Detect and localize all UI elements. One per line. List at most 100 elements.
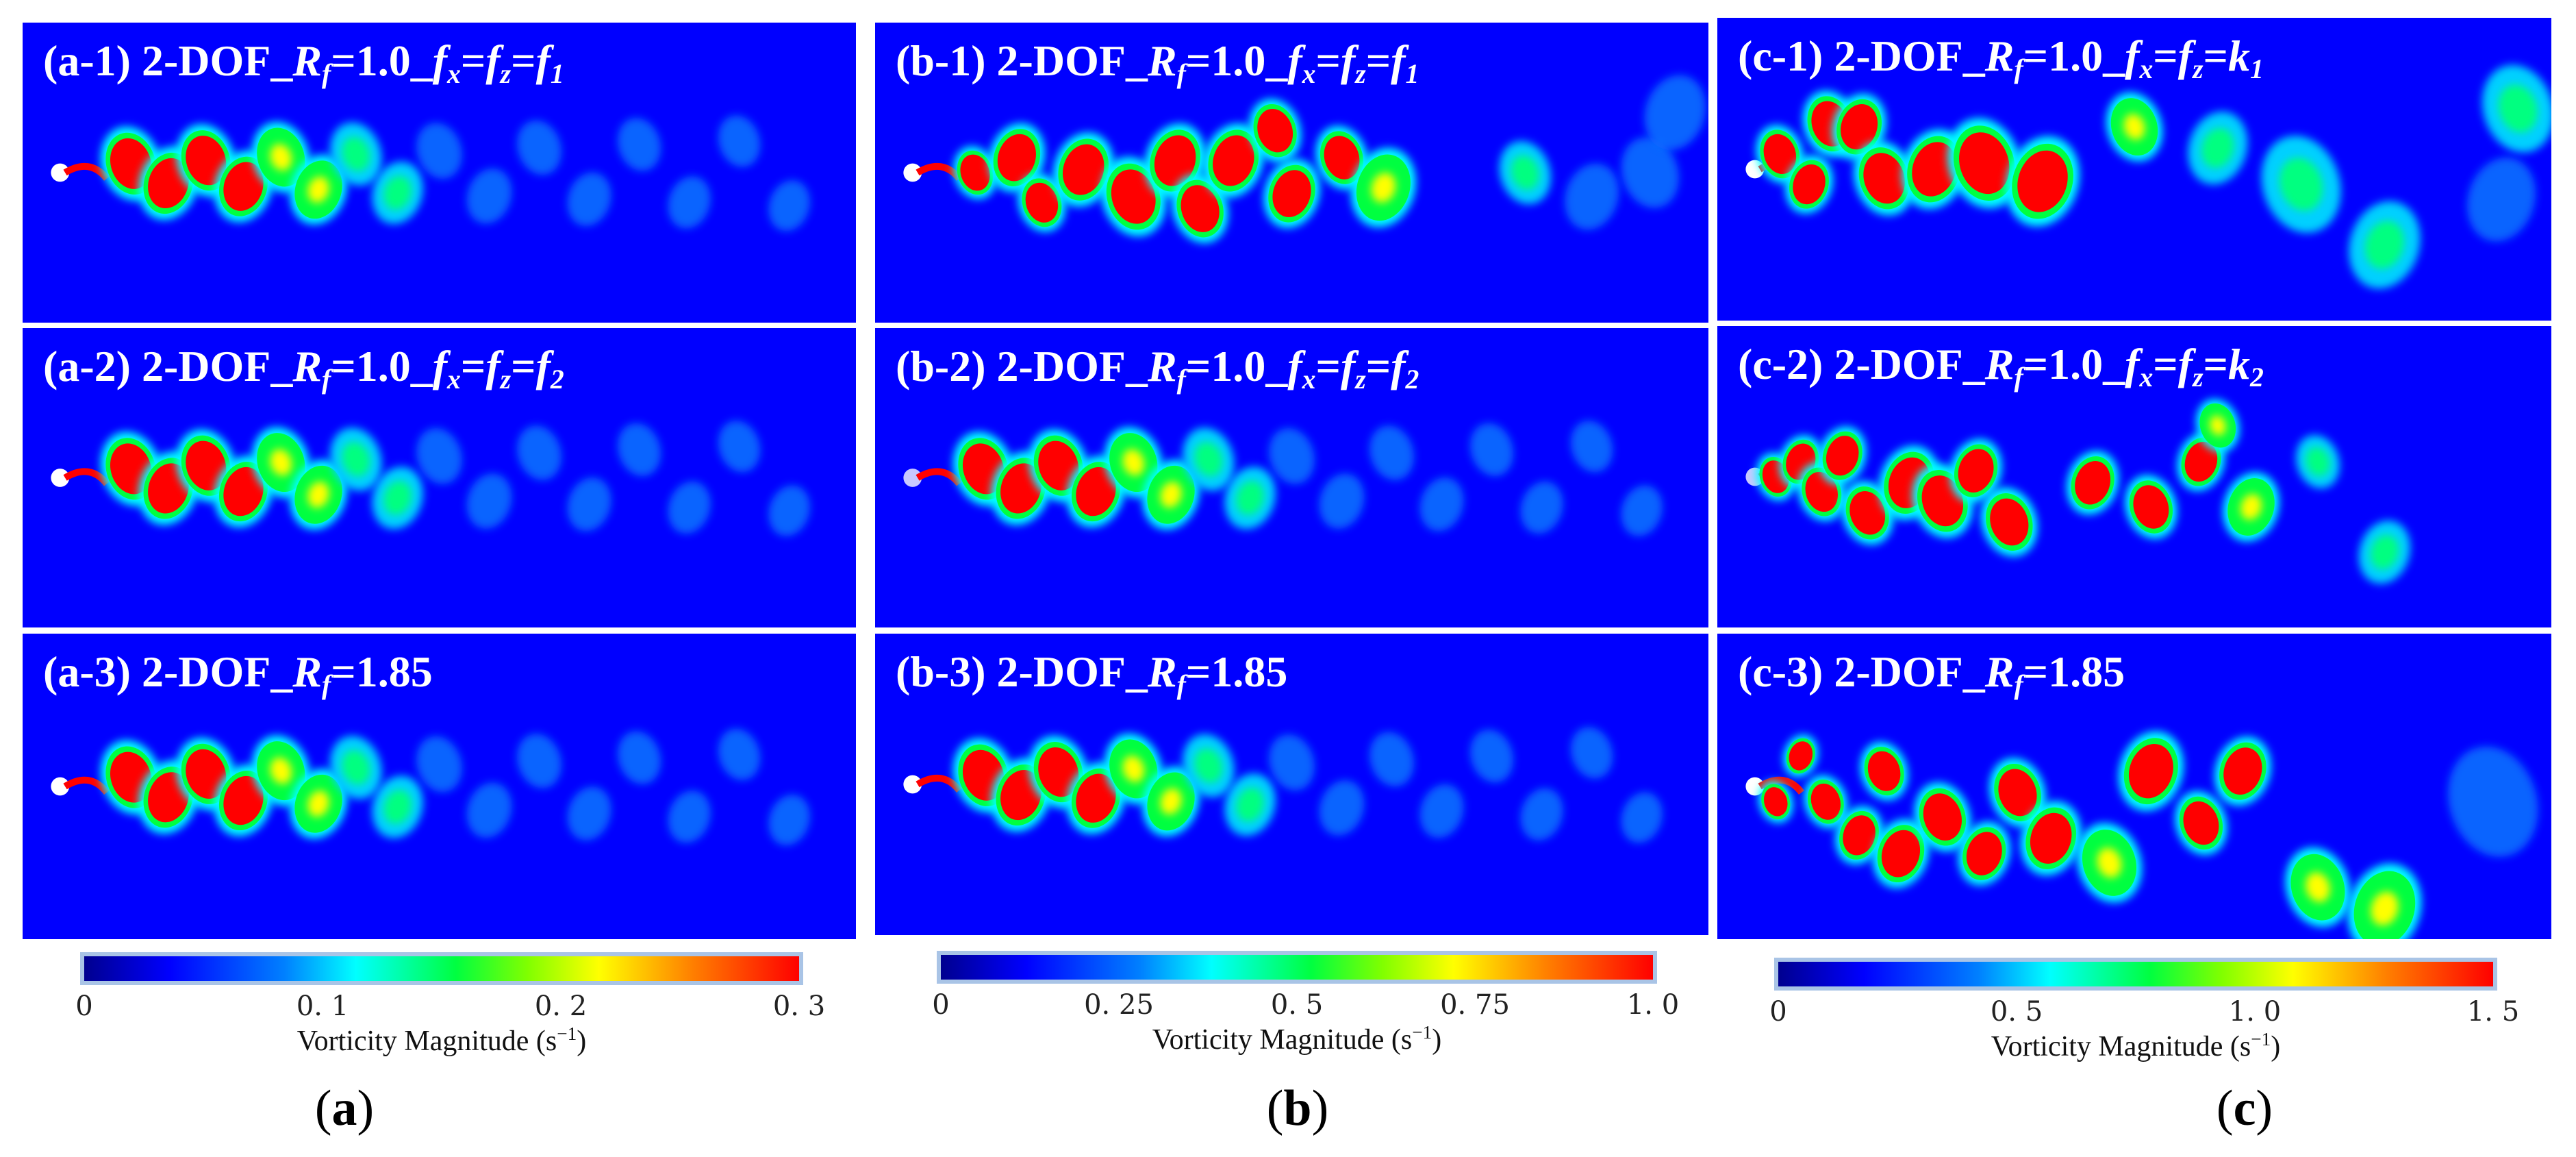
vortex bbox=[1621, 485, 1663, 536]
subfigure-label-c: (c) bbox=[2216, 1080, 2273, 1136]
vortex bbox=[1018, 173, 1066, 232]
vortex bbox=[567, 786, 611, 841]
vortex bbox=[1183, 734, 1235, 797]
vortex bbox=[2125, 475, 2177, 539]
equals: = bbox=[511, 36, 536, 85]
panel-c-1-flow bbox=[1745, 64, 2551, 289]
colorbar-b-tick-label: 1. 0 bbox=[1626, 989, 1680, 1021]
vortex bbox=[1469, 423, 1514, 477]
vortex bbox=[1981, 487, 2038, 557]
param-symbol: R bbox=[1984, 340, 2015, 388]
panel-label: 2-DOF_ bbox=[141, 647, 293, 696]
param-symbol: R bbox=[1984, 32, 2015, 80]
vortex bbox=[2020, 801, 2082, 876]
colorbar-c-bar bbox=[1774, 958, 2497, 991]
vortex bbox=[1958, 821, 2010, 886]
vortex bbox=[2296, 434, 2340, 489]
subfigure-label-a: (a) bbox=[314, 1080, 375, 1136]
vortex bbox=[1758, 780, 1793, 823]
vortex bbox=[1520, 788, 1563, 841]
vortex bbox=[2482, 64, 2551, 153]
param-value: =1.0_ bbox=[1185, 342, 1288, 390]
colorbar-b-title: Vorticity Magnitude (s−1) bbox=[1152, 1022, 1442, 1056]
freq-symbol: k bbox=[2227, 32, 2250, 80]
vortex bbox=[2285, 847, 2351, 928]
panel-c-2: (c-2) 2-DOF_Rf=1.0_fx=fz=k2 bbox=[1717, 326, 2551, 627]
vortex bbox=[466, 782, 512, 838]
freq-subscript: 1 bbox=[1405, 59, 1419, 90]
vortex bbox=[372, 775, 423, 838]
panel-b-2-title: (b-2) 2-DOF_Rf=1.0_fx=fz=f2 bbox=[896, 340, 1419, 397]
vortex bbox=[2106, 92, 2163, 162]
vortex bbox=[1100, 157, 1166, 237]
vortex bbox=[617, 423, 661, 477]
vortex bbox=[416, 427, 462, 484]
vortex bbox=[1949, 438, 2002, 503]
vortex bbox=[718, 421, 761, 473]
colorbar-a-tick-label: 0. 1 bbox=[296, 991, 349, 1022]
panel-tag: (b-2) bbox=[896, 342, 997, 390]
vortex bbox=[2261, 136, 2341, 234]
vortex bbox=[1369, 732, 1415, 787]
vortex bbox=[1203, 123, 1264, 198]
vortex bbox=[668, 176, 711, 229]
vortex bbox=[290, 769, 347, 839]
panel-c-1: (c-1) 2-DOF_Rf=1.0_fx=fz=k1 bbox=[1717, 18, 2551, 321]
equals: = bbox=[460, 36, 486, 85]
colorbar-a-tick-label: 0. 3 bbox=[772, 991, 826, 1022]
freq-subscript: x bbox=[1302, 364, 1316, 395]
panel-a-3-flow bbox=[51, 728, 810, 846]
param-value: =1.85 bbox=[2023, 647, 2125, 696]
freq-symbol: f bbox=[1391, 342, 1406, 390]
vortex bbox=[768, 485, 810, 536]
vortex bbox=[517, 425, 562, 480]
param-value: =1.0_ bbox=[2023, 32, 2125, 80]
panel-b-3: (b-3) 2-DOF_Rf=1.85 bbox=[875, 634, 1708, 935]
param-subscript: f bbox=[1176, 670, 1186, 701]
panel-c-2-title: (c-2) 2-DOF_Rf=1.0_fx=fz=k2 bbox=[1738, 338, 2264, 395]
panel-tag: (a-3) bbox=[43, 647, 142, 696]
equals: = bbox=[1365, 36, 1391, 85]
panel-a-2-title: (a-2) 2-DOF_Rf=1.0_fx=fz=f2 bbox=[43, 340, 564, 397]
colorbar-c-tick-label: 0. 5 bbox=[1990, 996, 2043, 1028]
vortex bbox=[1565, 163, 1619, 230]
vortex bbox=[617, 118, 661, 171]
cylinder bbox=[51, 469, 70, 487]
vortex bbox=[1804, 775, 1847, 829]
equals: = bbox=[2203, 340, 2228, 388]
panel-tag: (c-2) bbox=[1738, 340, 1834, 388]
vortex bbox=[2447, 746, 2538, 857]
param-symbol: R bbox=[1147, 342, 1177, 390]
freq-symbol: f bbox=[1287, 36, 1302, 85]
panel-tag: (c-1) bbox=[1738, 32, 1834, 80]
freq-subscript: 2 bbox=[550, 364, 564, 395]
panel-tag: (b-1) bbox=[896, 36, 997, 85]
vortex bbox=[1499, 140, 1551, 205]
freq-subscript: z bbox=[1355, 59, 1366, 90]
colorbar-c-title: Vorticity Magnitude (s−1) bbox=[1991, 1029, 2281, 1062]
vortex bbox=[1066, 456, 1126, 527]
freq-symbol: f bbox=[485, 36, 501, 85]
colorbar-b-tick-label: 0. 25 bbox=[1084, 989, 1154, 1021]
vortex bbox=[1520, 481, 1563, 534]
vortex bbox=[2223, 472, 2280, 542]
cylinder bbox=[903, 775, 922, 794]
vortex bbox=[1142, 460, 1200, 530]
shear-layer bbox=[63, 162, 110, 182]
freq-subscript: x bbox=[2139, 362, 2154, 393]
vortex bbox=[1319, 780, 1365, 836]
shear-layer bbox=[916, 162, 962, 182]
vortex bbox=[953, 146, 997, 199]
vortex bbox=[1315, 125, 1368, 190]
vortex bbox=[2214, 736, 2271, 806]
colorbar-b-tick-label: 0. 75 bbox=[1440, 989, 1510, 1021]
freq-subscript: 1 bbox=[2249, 54, 2264, 85]
freq-subscript: z bbox=[1355, 364, 1366, 395]
param-symbol: R bbox=[1147, 647, 1177, 696]
panel-tag: (b-3) bbox=[896, 647, 997, 696]
vortex bbox=[1570, 421, 1613, 473]
freq-symbol: f bbox=[432, 342, 448, 390]
cylinder bbox=[1745, 777, 1765, 796]
vortex bbox=[988, 123, 1045, 192]
vortex bbox=[2175, 791, 2227, 855]
